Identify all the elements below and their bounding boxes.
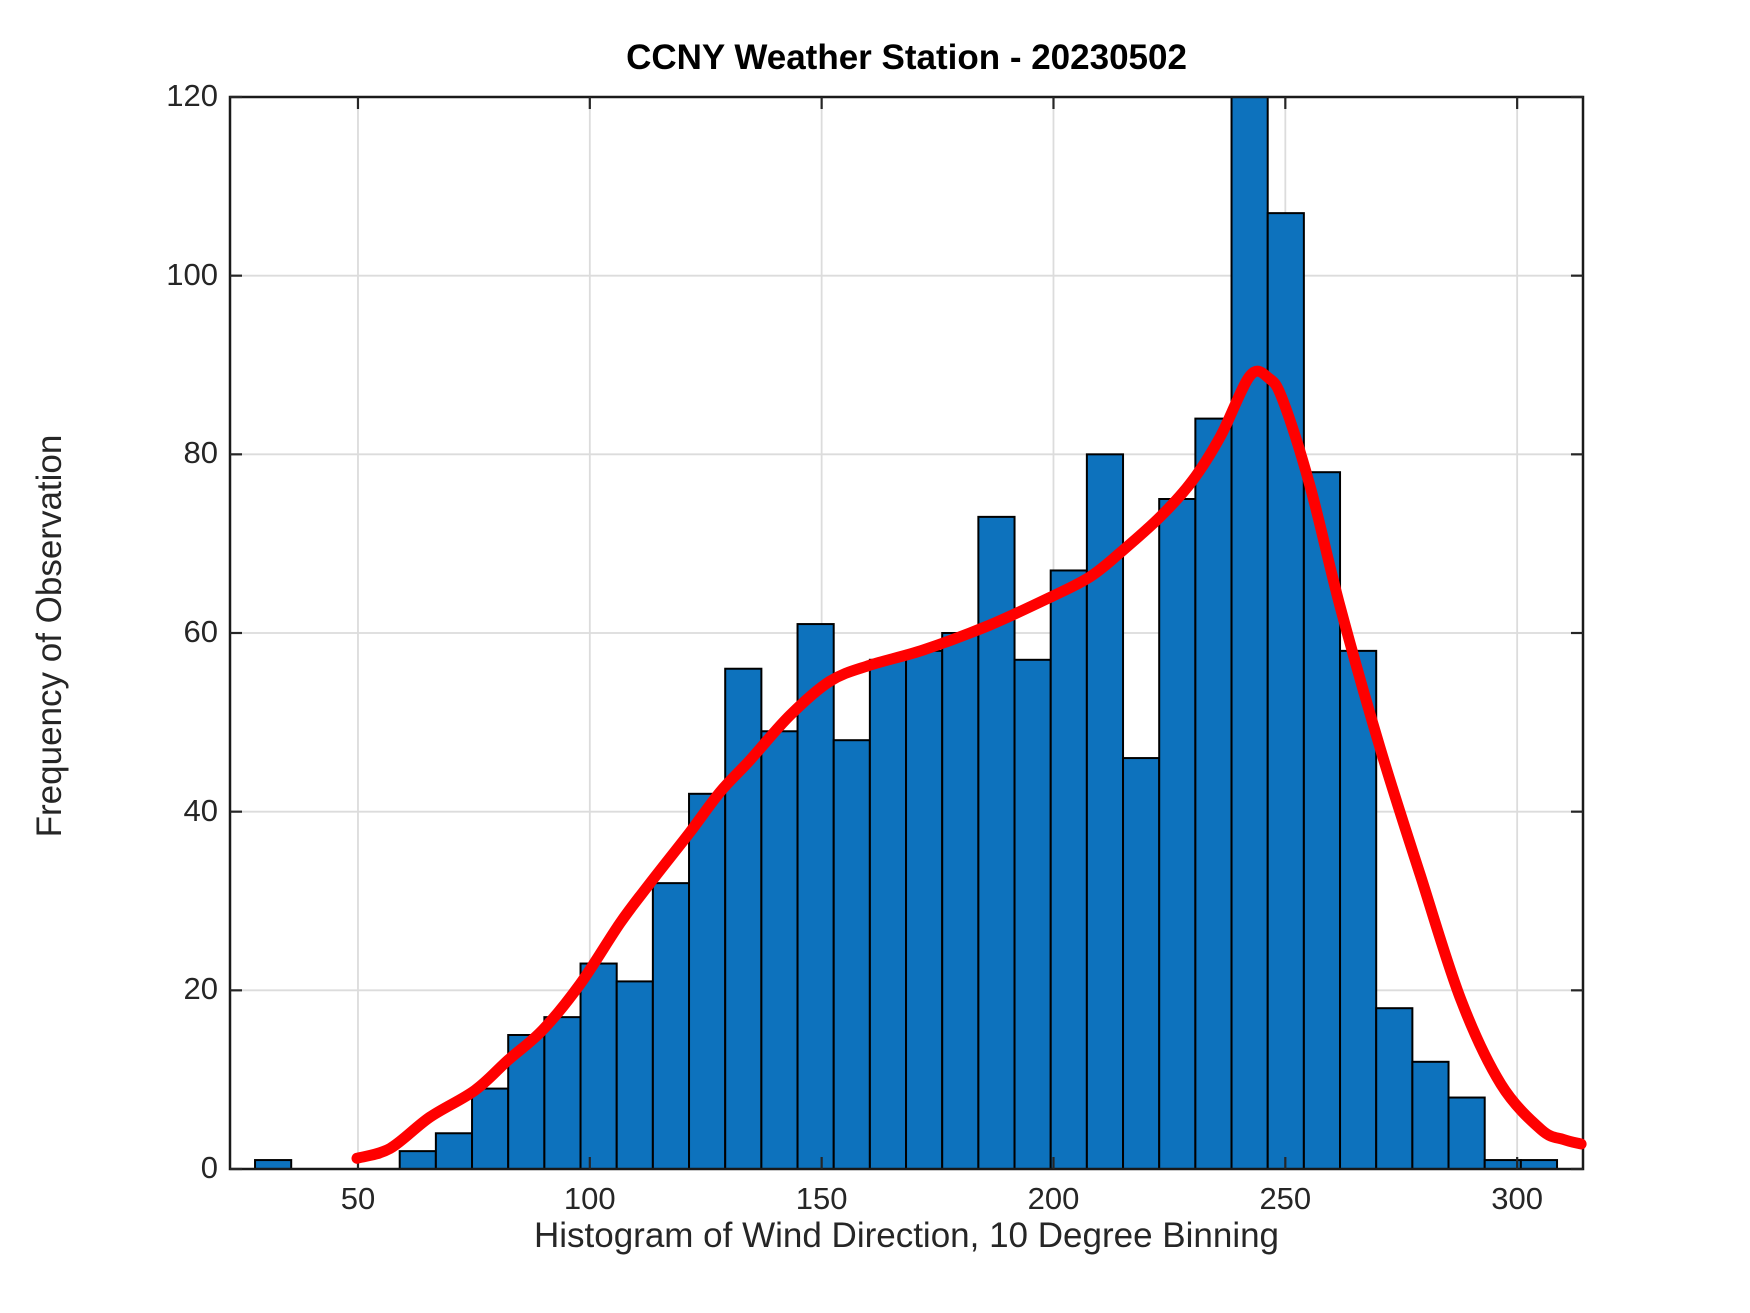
histogram-bar (832, 739, 871, 1170)
histogram-bar (579, 962, 618, 1170)
y-tick-label: 40 (183, 792, 218, 828)
histogram-bar (1013, 658, 1052, 1170)
histogram-bar (1375, 1007, 1414, 1171)
y-tick-label: 80 (183, 435, 218, 471)
histogram-bar (471, 1087, 510, 1170)
density-curve (351, 365, 1587, 1164)
histogram-bar (688, 792, 727, 1170)
x-tick-label: 300 (1491, 1181, 1544, 1216)
histogram-bar (1049, 569, 1088, 1170)
histogram-bar (941, 632, 980, 1170)
histogram-bar (796, 623, 835, 1170)
histogram-bar (724, 667, 763, 1170)
histogram-bars (254, 96, 1559, 1171)
y-axis-label: Frequency of Observation (30, 434, 69, 838)
y-tick-label: 20 (183, 971, 218, 1007)
histogram-bar (905, 649, 944, 1170)
histogram-bar (1519, 1159, 1559, 1170)
histogram-bar (398, 1150, 437, 1170)
x-tick-label: 250 (1259, 1181, 1312, 1216)
histogram-bar (651, 882, 691, 1171)
y-tick-label: 100 (166, 256, 218, 292)
histogram-bar (1447, 1096, 1486, 1170)
x-tick-label: 50 (340, 1181, 376, 1216)
x-tick-label: 200 (1027, 1181, 1080, 1216)
histogram-bar (760, 730, 799, 1170)
histogram-bar (434, 1132, 474, 1171)
histogram-bar (1483, 1159, 1522, 1170)
histogram-bar (1411, 1060, 1450, 1171)
y-tick-label: 0 (200, 1150, 218, 1185)
y-tick-label: 60 (183, 614, 218, 649)
histogram-bar (1194, 417, 1233, 1171)
x-tick-label: 150 (795, 1181, 848, 1216)
histogram-bar (543, 1016, 582, 1171)
histogram-bar (615, 980, 654, 1171)
histogram-bar (868, 658, 908, 1170)
histogram-bar (1122, 757, 1161, 1170)
x-tick-label: 100 (563, 1181, 616, 1216)
y-tick-label: 120 (166, 78, 218, 113)
histogram-bar (1339, 649, 1378, 1170)
chart-title: CCNY Weather Station - 20230502 (626, 38, 1187, 77)
histogram-bar (1230, 96, 1269, 1170)
histogram-bar (254, 1159, 293, 1170)
histogram-bar (1266, 212, 1305, 1170)
x-axis-label: Histogram of Wind Direction, 10 Degree B… (533, 1216, 1280, 1255)
histogram-bar (1158, 498, 1197, 1170)
